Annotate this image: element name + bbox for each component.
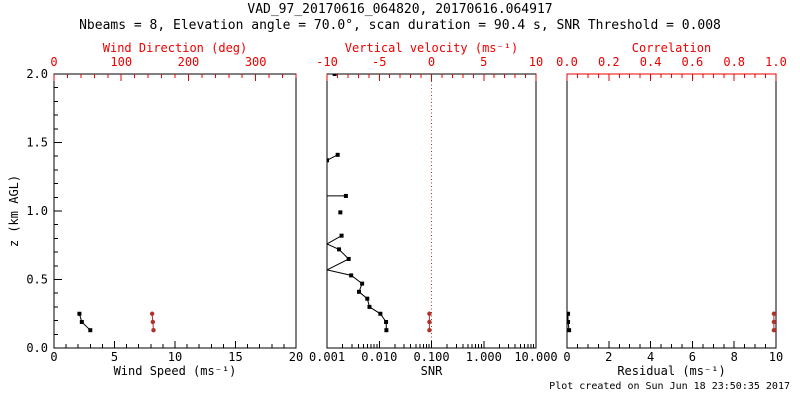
tick-label: 10: [168, 350, 182, 364]
tick-label: 0.100: [413, 350, 449, 364]
y-tick-label: 0.5: [26, 273, 48, 287]
data-marker: [384, 319, 389, 324]
tick-label: 0.4: [640, 55, 662, 69]
tick-label: 6: [689, 350, 696, 364]
series-wind-direction: [149, 311, 156, 333]
data-marker: [427, 319, 432, 325]
tick-label: 10: [769, 350, 783, 364]
tick-label: 8: [731, 350, 738, 364]
top-axis: -10 -5 0 5 10 Vertical velocity (ms⁻¹): [316, 41, 543, 81]
tick-label: 0.6: [682, 55, 704, 69]
tick-label: 0.2: [598, 55, 620, 69]
y-tick-label: 1.0: [26, 204, 48, 218]
tick-label: 0: [428, 55, 435, 69]
snr-panel: 0.001 0.010 0.100 1.000 10.000 SNR -10 -5 0 5 10 Ve…: [309, 41, 558, 378]
tick-label: 0.0: [556, 55, 578, 69]
plot-subtitle: Nbeams = 8, Elevation angle = 70.0°, sca…: [79, 18, 721, 33]
tick-label: 10.000: [514, 350, 557, 364]
series-snr-profile: [327, 74, 389, 333]
series-correlation: [771, 311, 776, 333]
data-marker: [149, 311, 155, 316]
tick-label: 200: [178, 55, 200, 69]
top-axis: 0.0 0.2 0.4 0.6 0.8 1.0 Correlation: [556, 41, 787, 81]
series-vertical-velocity: [427, 311, 432, 333]
data-marker: [427, 327, 432, 333]
tick-label: 10: [529, 55, 543, 69]
top-axis-title: Vertical velocity (ms⁻¹): [345, 41, 518, 55]
data-marker: [346, 256, 351, 261]
series-wind-speed: [77, 311, 93, 333]
data-marker: [378, 311, 383, 316]
tick-label: 1.0: [765, 55, 787, 69]
data-marker: [335, 152, 340, 157]
wind-panel: 0 5 10 15 20 Wind Speed (ms⁻¹) 0 100 200 300Wind …: [26, 41, 303, 378]
tick-label: 5: [480, 55, 487, 69]
data-marker: [338, 210, 343, 215]
tick-label: 0.8: [723, 55, 745, 69]
tick-label: 300: [245, 55, 267, 69]
tick-label: 0: [563, 350, 570, 364]
data-marker: [427, 311, 432, 316]
y-tick-label: 1.5: [26, 136, 48, 150]
data-marker: [88, 328, 93, 333]
data-marker: [339, 233, 344, 238]
data-marker: [771, 319, 776, 325]
bottom-axis: 0 5 10 15 20 Wind Speed (ms⁻¹): [50, 341, 303, 378]
tick-label: 0: [50, 55, 57, 69]
data-marker: [327, 158, 329, 163]
axis-box: [53, 73, 297, 349]
tick-label: -5: [372, 55, 386, 69]
data-marker: [567, 328, 572, 333]
bottom-axis: 0 2 4 6 8 10 Residual (ms⁻¹): [563, 341, 783, 378]
axis-box: [566, 73, 777, 349]
tick-label: -10: [316, 55, 338, 69]
data-marker: [79, 319, 84, 324]
bottom-axis-title: SNR: [421, 364, 443, 378]
data-marker: [357, 289, 362, 294]
top-axis-title: Wind Direction (deg): [103, 41, 248, 55]
tick-label: 4: [647, 350, 654, 364]
bottom-axis: 0.001 0.010 0.100 1.000 10.000 SNR: [309, 341, 558, 378]
data-marker: [343, 193, 348, 198]
tick-label: 0: [50, 350, 57, 364]
tick-label: 1.000: [466, 350, 502, 364]
data-marker: [384, 328, 389, 333]
data-marker: [349, 273, 354, 278]
top-axis-title: Correlation: [632, 41, 711, 55]
y-tick-label: 2.0: [26, 67, 48, 81]
residual-panel: 0 2 4 6 8 10 Residual (ms⁻¹) 0.0 0.2 0.4 0.6 0.8 1.0…: [556, 41, 787, 378]
tick-label: 0.001: [309, 350, 345, 364]
y-tick-label: 0.0: [26, 341, 48, 355]
data-marker: [365, 296, 370, 301]
tick-label: 2: [605, 350, 612, 364]
data-marker: [77, 311, 82, 316]
bottom-axis-title: Residual (ms⁻¹): [617, 364, 725, 378]
data-marker: [771, 327, 776, 333]
plot-title: VAD_97_20170616_064820, 20170616.064917: [247, 2, 553, 17]
data-marker: [360, 281, 365, 286]
data-marker: [332, 74, 337, 76]
series-residual: [567, 311, 572, 333]
bottom-axis-title: Wind Speed (ms⁻¹): [114, 364, 237, 378]
data-marker: [337, 247, 342, 252]
data-marker: [367, 304, 372, 309]
data-marker: [150, 319, 156, 325]
plot-footer: Plot created on Sun Jun 18 23:50:35 2017: [549, 381, 790, 392]
data-marker: [567, 311, 571, 316]
tick-label: 5: [111, 350, 118, 364]
tick-label: 15: [228, 350, 242, 364]
tick-label: 0.010: [361, 350, 397, 364]
tick-label: 20: [289, 350, 303, 364]
data-marker: [151, 327, 156, 333]
y-axis: 0.0 0.5 1.0 1.5 2.0: [26, 67, 62, 355]
tick-label: 100: [110, 55, 132, 69]
data-marker: [771, 311, 776, 316]
data-marker: [567, 319, 571, 324]
